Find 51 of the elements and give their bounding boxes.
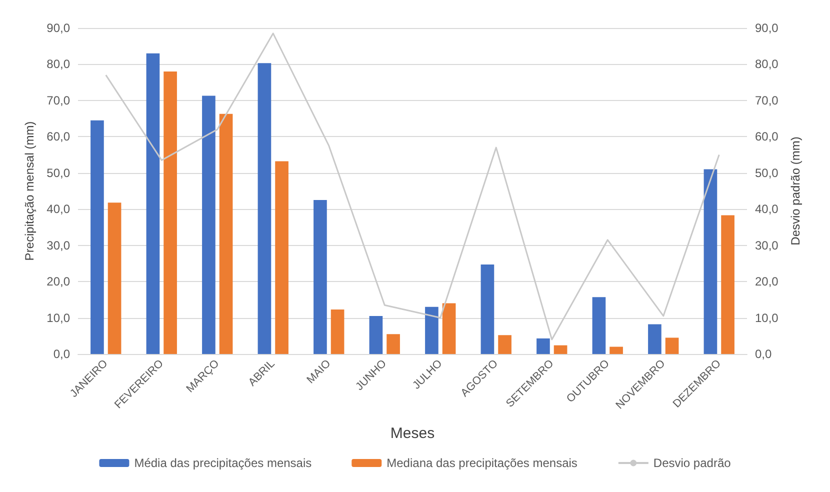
y-tick-label: 40,0	[46, 202, 70, 216]
y-tick-label: 30,0	[46, 238, 70, 252]
legend-label: Desvio padrão	[653, 456, 732, 470]
y2-tick-label: 30,0	[755, 238, 779, 252]
bar	[108, 202, 122, 354]
bar	[442, 303, 456, 354]
bar	[425, 306, 438, 354]
y-tick-label: 60,0	[46, 130, 70, 144]
y-tick-label: 50,0	[46, 166, 70, 180]
y-tick-label: 10,0	[46, 310, 70, 325]
y2-tick-label: 70,0	[755, 93, 779, 108]
bar	[330, 309, 344, 354]
bar	[721, 215, 734, 354]
y2-tick-label: 40,0	[755, 202, 779, 216]
y-tick-label: 80,0	[46, 57, 70, 72]
bar	[90, 120, 104, 354]
legend-label: Média das precipitações mensais	[134, 456, 312, 470]
line-series	[105, 32, 720, 340]
bar	[480, 264, 494, 354]
bar	[498, 335, 512, 354]
bar	[386, 334, 400, 354]
y-tick-label: 20,0	[46, 274, 70, 289]
y2-tick-label: 0,0	[755, 347, 772, 361]
y-tick-label: 0,0	[53, 347, 70, 361]
bar	[592, 297, 606, 354]
y-axis-title: Precipitação mensal (mm)	[22, 121, 37, 261]
y2-tick-label: 90,0	[755, 21, 779, 35]
bar	[665, 338, 679, 354]
bar	[369, 316, 383, 354]
y2-tick-label: 10,0	[755, 310, 779, 325]
y2-tick-label: 20,0	[755, 274, 779, 289]
bar	[258, 63, 272, 354]
bar	[704, 169, 718, 354]
bar	[146, 53, 160, 354]
legend-label: Mediana das precipitações mensais	[386, 456, 578, 470]
bar	[554, 345, 568, 354]
y2-tick-label: 50,0	[755, 166, 779, 180]
bar	[610, 346, 623, 354]
x-axis-title: Meses	[390, 425, 435, 442]
bar	[275, 161, 288, 354]
y2-axis-title: Desvio padrão (mm)	[788, 136, 802, 246]
y-tick-label: 90,0	[46, 21, 70, 35]
bar	[219, 114, 233, 354]
y-tick-label: 70,0	[46, 93, 70, 108]
bar	[314, 200, 327, 354]
y2-tick-label: 80,0	[755, 57, 779, 72]
bar	[536, 338, 550, 354]
y2-tick-label: 60,0	[755, 130, 779, 144]
bar	[164, 71, 177, 354]
bar	[648, 324, 662, 354]
bar	[202, 96, 216, 354]
